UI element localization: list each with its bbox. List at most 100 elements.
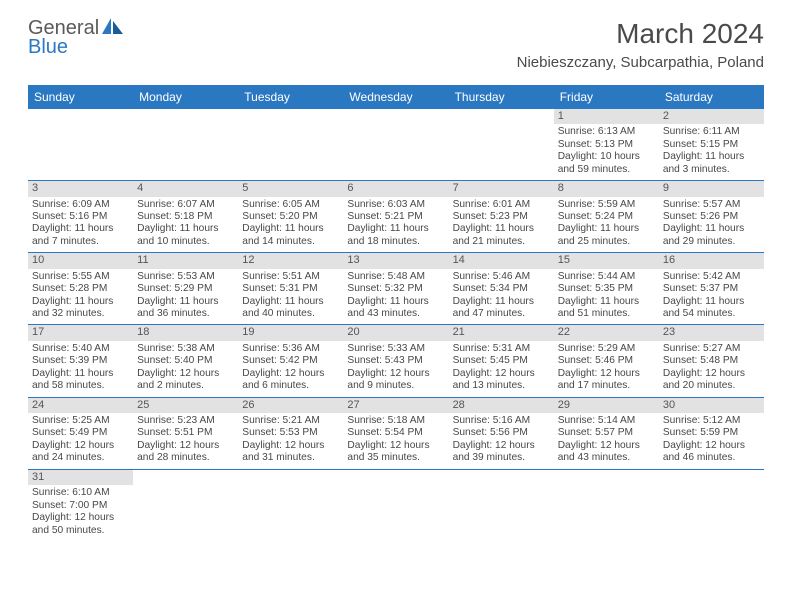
daylight-text: and 32 minutes.	[32, 308, 129, 320]
sunset-text: Sunset: 5:18 PM	[137, 211, 234, 223]
day-cell: 2Sunrise: 6:11 AMSunset: 5:15 PMDaylight…	[659, 109, 764, 181]
sunset-text: Sunset: 5:43 PM	[347, 355, 444, 367]
day-cell	[133, 470, 238, 541]
day-cell: 7Sunrise: 6:01 AMSunset: 5:23 PMDaylight…	[449, 181, 554, 253]
sunrise-text: Sunrise: 5:31 AM	[453, 343, 550, 355]
day-cell: 28Sunrise: 5:16 AMSunset: 5:56 PMDayligh…	[449, 398, 554, 470]
day-cell: 5Sunrise: 6:05 AMSunset: 5:20 PMDaylight…	[238, 181, 343, 253]
sunset-text: Sunset: 5:42 PM	[242, 355, 339, 367]
day-cell: 16Sunrise: 5:42 AMSunset: 5:37 PMDayligh…	[659, 253, 764, 325]
daylight-text: and 51 minutes.	[558, 308, 655, 320]
day-number: 2	[659, 109, 764, 124]
location-text: Niebieszczany, Subcarpathia, Poland	[517, 54, 764, 71]
sail-icon	[102, 18, 124, 38]
daylight-text: and 29 minutes.	[663, 236, 760, 248]
day-header: Thursday	[449, 85, 554, 109]
day-cell: 23Sunrise: 5:27 AMSunset: 5:48 PMDayligh…	[659, 325, 764, 397]
day-cell: 14Sunrise: 5:46 AMSunset: 5:34 PMDayligh…	[449, 253, 554, 325]
day-number: 28	[449, 398, 554, 413]
day-cell: 19Sunrise: 5:36 AMSunset: 5:42 PMDayligh…	[238, 325, 343, 397]
daylight-text: and 24 minutes.	[32, 452, 129, 464]
sunset-text: Sunset: 5:20 PM	[242, 211, 339, 223]
daylight-text: Daylight: 11 hours	[453, 223, 550, 235]
sunset-text: Sunset: 5:39 PM	[32, 355, 129, 367]
week-row: 24Sunrise: 5:25 AMSunset: 5:49 PMDayligh…	[28, 398, 764, 470]
daylight-text: Daylight: 10 hours	[558, 151, 655, 163]
day-cell: 1Sunrise: 6:13 AMSunset: 5:13 PMDaylight…	[554, 109, 659, 181]
day-cell: 18Sunrise: 5:38 AMSunset: 5:40 PMDayligh…	[133, 325, 238, 397]
sunrise-text: Sunrise: 6:13 AM	[558, 126, 655, 138]
calendar: Sunday Monday Tuesday Wednesday Thursday…	[28, 85, 764, 541]
sunrise-text: Sunrise: 5:12 AM	[663, 415, 760, 427]
sunset-text: Sunset: 5:34 PM	[453, 283, 550, 295]
daylight-text: and 20 minutes.	[663, 380, 760, 392]
daylight-text: Daylight: 11 hours	[558, 223, 655, 235]
daylight-text: Daylight: 11 hours	[347, 223, 444, 235]
day-number: 24	[28, 398, 133, 413]
day-number: 21	[449, 325, 554, 340]
sunrise-text: Sunrise: 6:09 AM	[32, 199, 129, 211]
sunset-text: Sunset: 5:57 PM	[558, 427, 655, 439]
day-number: 12	[238, 253, 343, 268]
daylight-text: and 43 minutes.	[558, 452, 655, 464]
day-number: 26	[238, 398, 343, 413]
day-cell: 6Sunrise: 6:03 AMSunset: 5:21 PMDaylight…	[343, 181, 448, 253]
sunrise-text: Sunrise: 5:36 AM	[242, 343, 339, 355]
day-number: 17	[28, 325, 133, 340]
sunrise-text: Sunrise: 6:07 AM	[137, 199, 234, 211]
daylight-text: and 46 minutes.	[663, 452, 760, 464]
sunset-text: Sunset: 5:37 PM	[663, 283, 760, 295]
sunrise-text: Sunrise: 5:48 AM	[347, 271, 444, 283]
sunrise-text: Sunrise: 5:14 AM	[558, 415, 655, 427]
sunset-text: Sunset: 5:53 PM	[242, 427, 339, 439]
day-number: 31	[28, 470, 133, 485]
day-number: 27	[343, 398, 448, 413]
day-cell	[449, 470, 554, 541]
brand-logo: General Blue	[28, 18, 124, 57]
day-number: 15	[554, 253, 659, 268]
sunrise-text: Sunrise: 6:11 AM	[663, 126, 760, 138]
sunrise-text: Sunrise: 5:42 AM	[663, 271, 760, 283]
week-row: 10Sunrise: 5:55 AMSunset: 5:28 PMDayligh…	[28, 253, 764, 325]
sunset-text: Sunset: 5:59 PM	[663, 427, 760, 439]
day-number: 10	[28, 253, 133, 268]
daylight-text: and 17 minutes.	[558, 380, 655, 392]
day-number: 7	[449, 181, 554, 196]
sunset-text: Sunset: 5:21 PM	[347, 211, 444, 223]
day-cell	[449, 109, 554, 181]
day-cell: 3Sunrise: 6:09 AMSunset: 5:16 PMDaylight…	[28, 181, 133, 253]
day-cell: 10Sunrise: 5:55 AMSunset: 5:28 PMDayligh…	[28, 253, 133, 325]
day-cell: 9Sunrise: 5:57 AMSunset: 5:26 PMDaylight…	[659, 181, 764, 253]
sunset-text: Sunset: 5:54 PM	[347, 427, 444, 439]
sunrise-text: Sunrise: 5:16 AM	[453, 415, 550, 427]
sunrise-text: Sunrise: 5:44 AM	[558, 271, 655, 283]
daylight-text: Daylight: 11 hours	[137, 296, 234, 308]
day-number: 18	[133, 325, 238, 340]
header: General Blue March 2024 Niebieszczany, S…	[0, 0, 792, 79]
day-cell: 24Sunrise: 5:25 AMSunset: 5:49 PMDayligh…	[28, 398, 133, 470]
weeks-container: 1Sunrise: 6:13 AMSunset: 5:13 PMDaylight…	[28, 109, 764, 541]
daylight-text: Daylight: 12 hours	[663, 440, 760, 452]
daylight-text: Daylight: 11 hours	[32, 368, 129, 380]
daylight-text: and 3 minutes.	[663, 164, 760, 176]
week-row: 31Sunrise: 6:10 AMSunset: 7:00 PMDayligh…	[28, 470, 764, 541]
week-row: 1Sunrise: 6:13 AMSunset: 5:13 PMDaylight…	[28, 109, 764, 181]
sunrise-text: Sunrise: 5:59 AM	[558, 199, 655, 211]
day-number: 6	[343, 181, 448, 196]
day-cell: 12Sunrise: 5:51 AMSunset: 5:31 PMDayligh…	[238, 253, 343, 325]
sunset-text: Sunset: 5:56 PM	[453, 427, 550, 439]
day-cell: 25Sunrise: 5:23 AMSunset: 5:51 PMDayligh…	[133, 398, 238, 470]
sunrise-text: Sunrise: 5:25 AM	[32, 415, 129, 427]
daylight-text: and 40 minutes.	[242, 308, 339, 320]
daylight-text: and 14 minutes.	[242, 236, 339, 248]
daylight-text: and 58 minutes.	[32, 380, 129, 392]
sunrise-text: Sunrise: 6:05 AM	[242, 199, 339, 211]
day-header-row: Sunday Monday Tuesday Wednesday Thursday…	[28, 85, 764, 109]
daylight-text: and 54 minutes.	[663, 308, 760, 320]
day-number: 8	[554, 181, 659, 196]
week-row: 3Sunrise: 6:09 AMSunset: 5:16 PMDaylight…	[28, 181, 764, 253]
day-cell	[28, 109, 133, 181]
brand-name2: Blue	[28, 36, 68, 58]
sunrise-text: Sunrise: 5:33 AM	[347, 343, 444, 355]
sunrise-text: Sunrise: 5:46 AM	[453, 271, 550, 283]
